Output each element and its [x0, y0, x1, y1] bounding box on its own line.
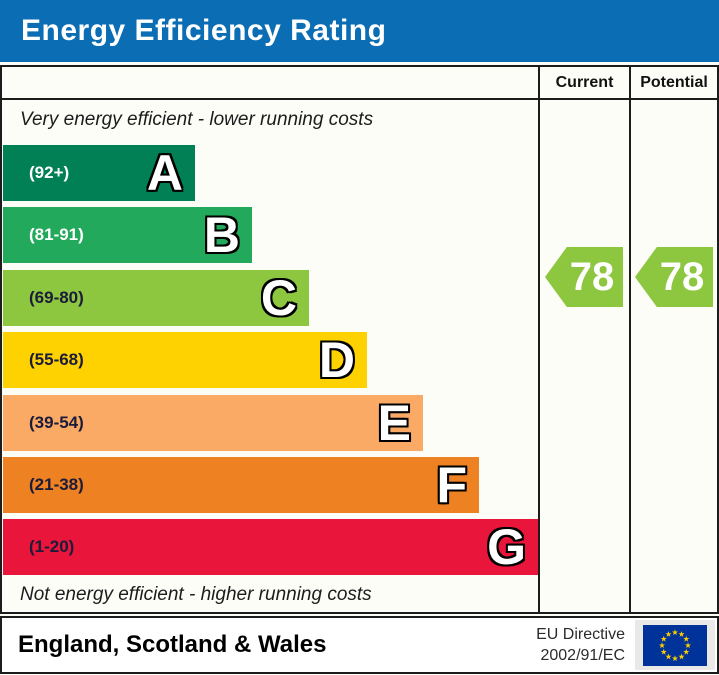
band-letter-e: E — [377, 395, 411, 451]
potential-rating-arrow: 78 — [635, 247, 713, 307]
band-range-e: (39-54) — [29, 413, 84, 432]
current-rating-arrow: 78 — [545, 247, 623, 307]
band-range-c: (69-80) — [29, 288, 84, 307]
band-row-f: (21-38) F — [3, 457, 479, 513]
title-bar: Energy Efficiency Rating — [0, 0, 719, 62]
band-range-b: (81-91) — [29, 225, 84, 244]
rating-table: Current Potential Very energy efficient … — [0, 65, 719, 614]
page-title: Energy Efficiency Rating — [21, 14, 387, 47]
band-letter-c: C — [260, 270, 297, 326]
band-letter-g: G — [487, 519, 526, 575]
band-row-e: (39-54) E — [3, 395, 423, 451]
footer-bar: England, Scotland & Wales EU Directive 2… — [0, 616, 719, 674]
band-range-f: (21-38) — [29, 475, 84, 494]
band-row-c: (69-80) C — [3, 270, 309, 326]
column-divider-current — [538, 67, 540, 612]
column-divider-potential — [629, 67, 631, 612]
band-row-a: (92+) A — [3, 145, 195, 201]
column-header-current: Current — [555, 74, 614, 91]
band-letter-a: A — [146, 145, 183, 201]
header-row-divider — [2, 98, 717, 100]
caption-very-efficient: Very energy efficient - lower running co… — [20, 109, 374, 130]
caption-not-efficient: Not energy efficient - higher running co… — [20, 584, 372, 605]
band-row-d: (55-68) D — [3, 332, 367, 388]
band-row-b: (81-91) B — [3, 207, 252, 263]
eu-flag-panel — [635, 620, 715, 670]
eu-directive-line1: EU Directive — [536, 626, 625, 643]
region-label: England, Scotland & Wales — [18, 631, 327, 658]
band-range-d: (55-68) — [29, 350, 84, 369]
column-header-potential: Potential — [640, 74, 708, 91]
eu-flag-icon — [643, 624, 707, 666]
eu-directive-line2: 2002/91/EC — [540, 647, 625, 664]
band-row-g: (1-20) G — [3, 519, 538, 575]
band-letter-b: B — [203, 207, 240, 263]
eu-directive-label: EU Directive 2002/91/EC — [536, 624, 625, 666]
band-range-a: (92+) — [29, 163, 70, 182]
band-letter-f: F — [436, 457, 467, 513]
band-range-g: (1-20) — [29, 537, 75, 556]
band-letter-d: D — [318, 332, 355, 388]
